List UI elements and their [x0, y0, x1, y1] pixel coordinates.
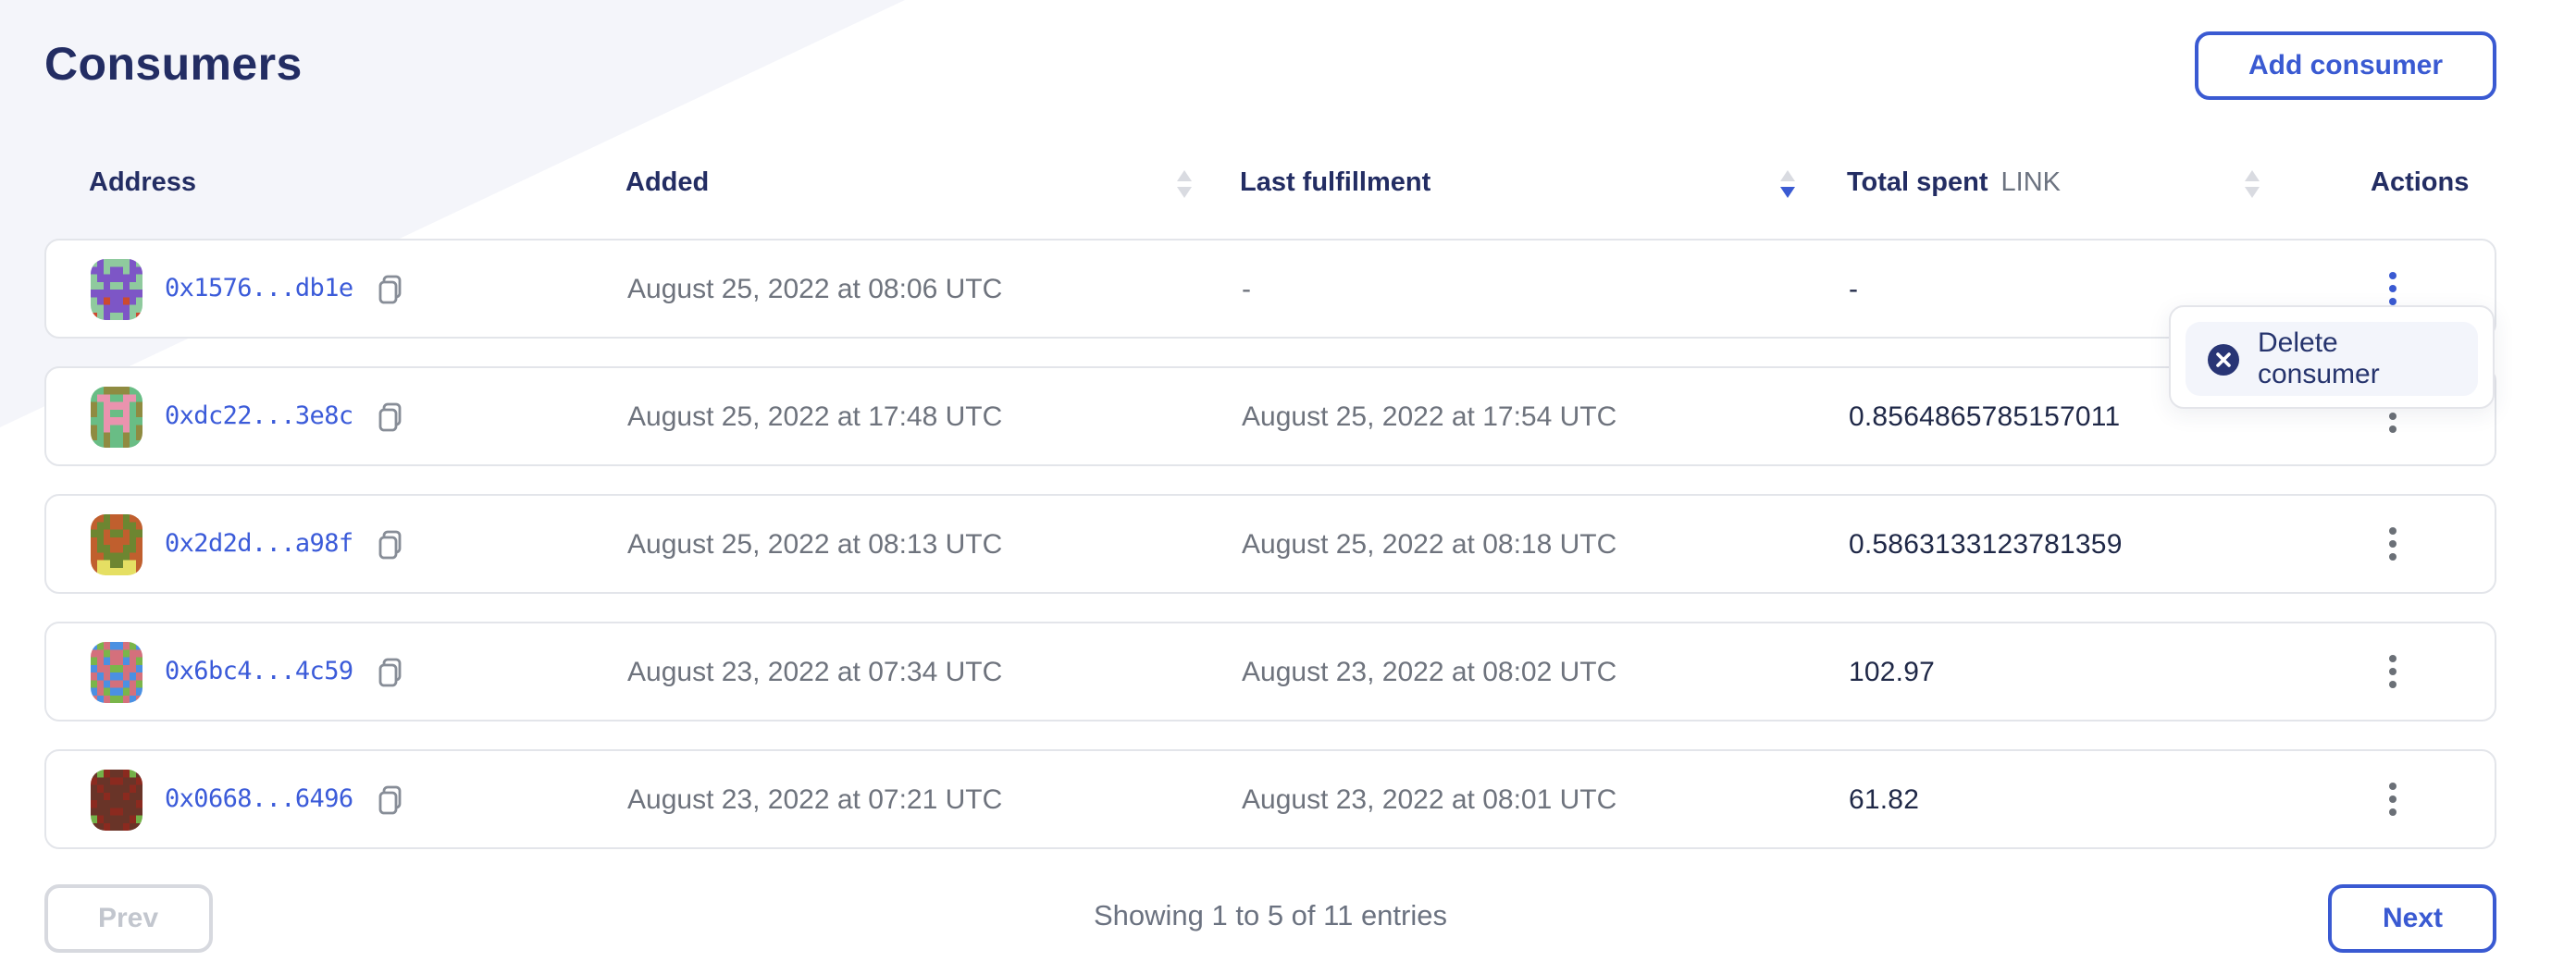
column-header-address: Address: [89, 168, 197, 198]
next-page-button[interactable]: Next: [2328, 883, 2496, 952]
table-row: 0x0668...6496 August 23, 2022 at 07:21 U…: [44, 749, 2496, 849]
sort-arrows-icon-active-desc[interactable]: [1780, 169, 1795, 197]
pagination-bar: Prev Showing 1 to 5 of 11 entries Next: [44, 882, 2496, 953]
entries-summary: Showing 1 to 5 of 11 entries: [1093, 901, 1448, 932]
page-title: Consumers: [44, 38, 303, 90]
column-header-actions: Actions: [2371, 168, 2470, 198]
added-cell: August 25, 2022 at 08:13 UTC: [627, 528, 1003, 560]
add-consumer-button[interactable]: Add consumer: [2194, 31, 2496, 99]
added-cell: August 23, 2022 at 07:34 UTC: [627, 656, 1003, 687]
copy-icon[interactable]: [376, 401, 405, 432]
table-header: Address Added Last fulfillment Total spe…: [44, 154, 2496, 213]
kebab-menu-icon[interactable]: [2371, 644, 2415, 699]
actions-dropdown-menu: Delete consumer: [2169, 305, 2495, 409]
column-header-added: Added: [625, 168, 1240, 198]
address-link[interactable]: 0xdc22...3e8c: [165, 401, 353, 431]
column-header-total-spent: Total spent LINK: [1847, 168, 2343, 198]
table-row: 0x6bc4...4c59 August 23, 2022 at 07:34 U…: [44, 622, 2496, 722]
total-spent-cell: 0.8564865785157011: [1849, 401, 2121, 432]
last-fulfillment-cell: August 25, 2022 at 08:18 UTC: [1242, 528, 1617, 560]
added-cell: August 23, 2022 at 07:21 UTC: [627, 783, 1003, 815]
identicon-avatar: [91, 769, 142, 830]
table-row: 0x1576...db1e August 25, 2022 at 08:06 U…: [44, 239, 2496, 339]
total-spent-cell: 0.5863133123781359: [1849, 528, 2123, 560]
table-row: 0x2d2d...a98f August 25, 2022 at 08:13 U…: [44, 494, 2496, 594]
address-link[interactable]: 0x0668...6496: [165, 784, 353, 814]
last-fulfillment-cell: August 25, 2022 at 17:54 UTC: [1242, 401, 1617, 432]
last-fulfillment-cell: -: [1242, 273, 1251, 304]
identicon-avatar: [91, 386, 142, 447]
added-cell: August 25, 2022 at 17:48 UTC: [627, 401, 1003, 432]
last-fulfillment-cell: August 23, 2022 at 08:01 UTC: [1242, 783, 1617, 815]
kebab-menu-icon[interactable]: [2371, 261, 2415, 316]
total-spent-cell: -: [1849, 273, 1859, 304]
total-spent-cell: 61.82: [1849, 783, 1920, 815]
delete-consumer-menu-item[interactable]: Delete consumer: [2186, 322, 2478, 396]
column-header-last-fulfillment: Last fulfillment: [1240, 168, 1847, 198]
copy-icon[interactable]: [376, 783, 405, 815]
address-link[interactable]: 0x1576...db1e: [165, 274, 353, 303]
kebab-menu-icon[interactable]: [2371, 516, 2415, 572]
address-link[interactable]: 0x2d2d...a98f: [165, 529, 353, 559]
page-header: Consumers Add consumer: [44, 0, 2496, 105]
last-fulfillment-cell: August 23, 2022 at 08:02 UTC: [1242, 656, 1617, 687]
copy-icon[interactable]: [376, 656, 405, 687]
link-unit-label: LINK: [2000, 168, 2062, 198]
total-spent-cell: 102.97: [1849, 656, 1935, 687]
identicon-avatar: [91, 513, 142, 574]
added-cell: August 25, 2022 at 08:06 UTC: [627, 273, 1003, 304]
delete-consumer-label: Delete consumer: [2258, 327, 2380, 390]
kebab-menu-icon[interactable]: [2371, 771, 2415, 827]
identicon-avatar: [91, 258, 142, 319]
x-circle-icon: [2208, 343, 2239, 375]
copy-icon[interactable]: [376, 273, 405, 304]
table-row: 0xdc22...3e8c August 25, 2022 at 17:48 U…: [44, 366, 2496, 466]
sort-arrows-icon[interactable]: [1177, 169, 1192, 197]
address-link[interactable]: 0x6bc4...4c59: [165, 657, 353, 686]
sort-arrows-icon[interactable]: [2245, 169, 2260, 197]
identicon-avatar: [91, 641, 142, 702]
copy-icon[interactable]: [376, 528, 405, 560]
prev-page-button[interactable]: Prev: [44, 883, 213, 952]
